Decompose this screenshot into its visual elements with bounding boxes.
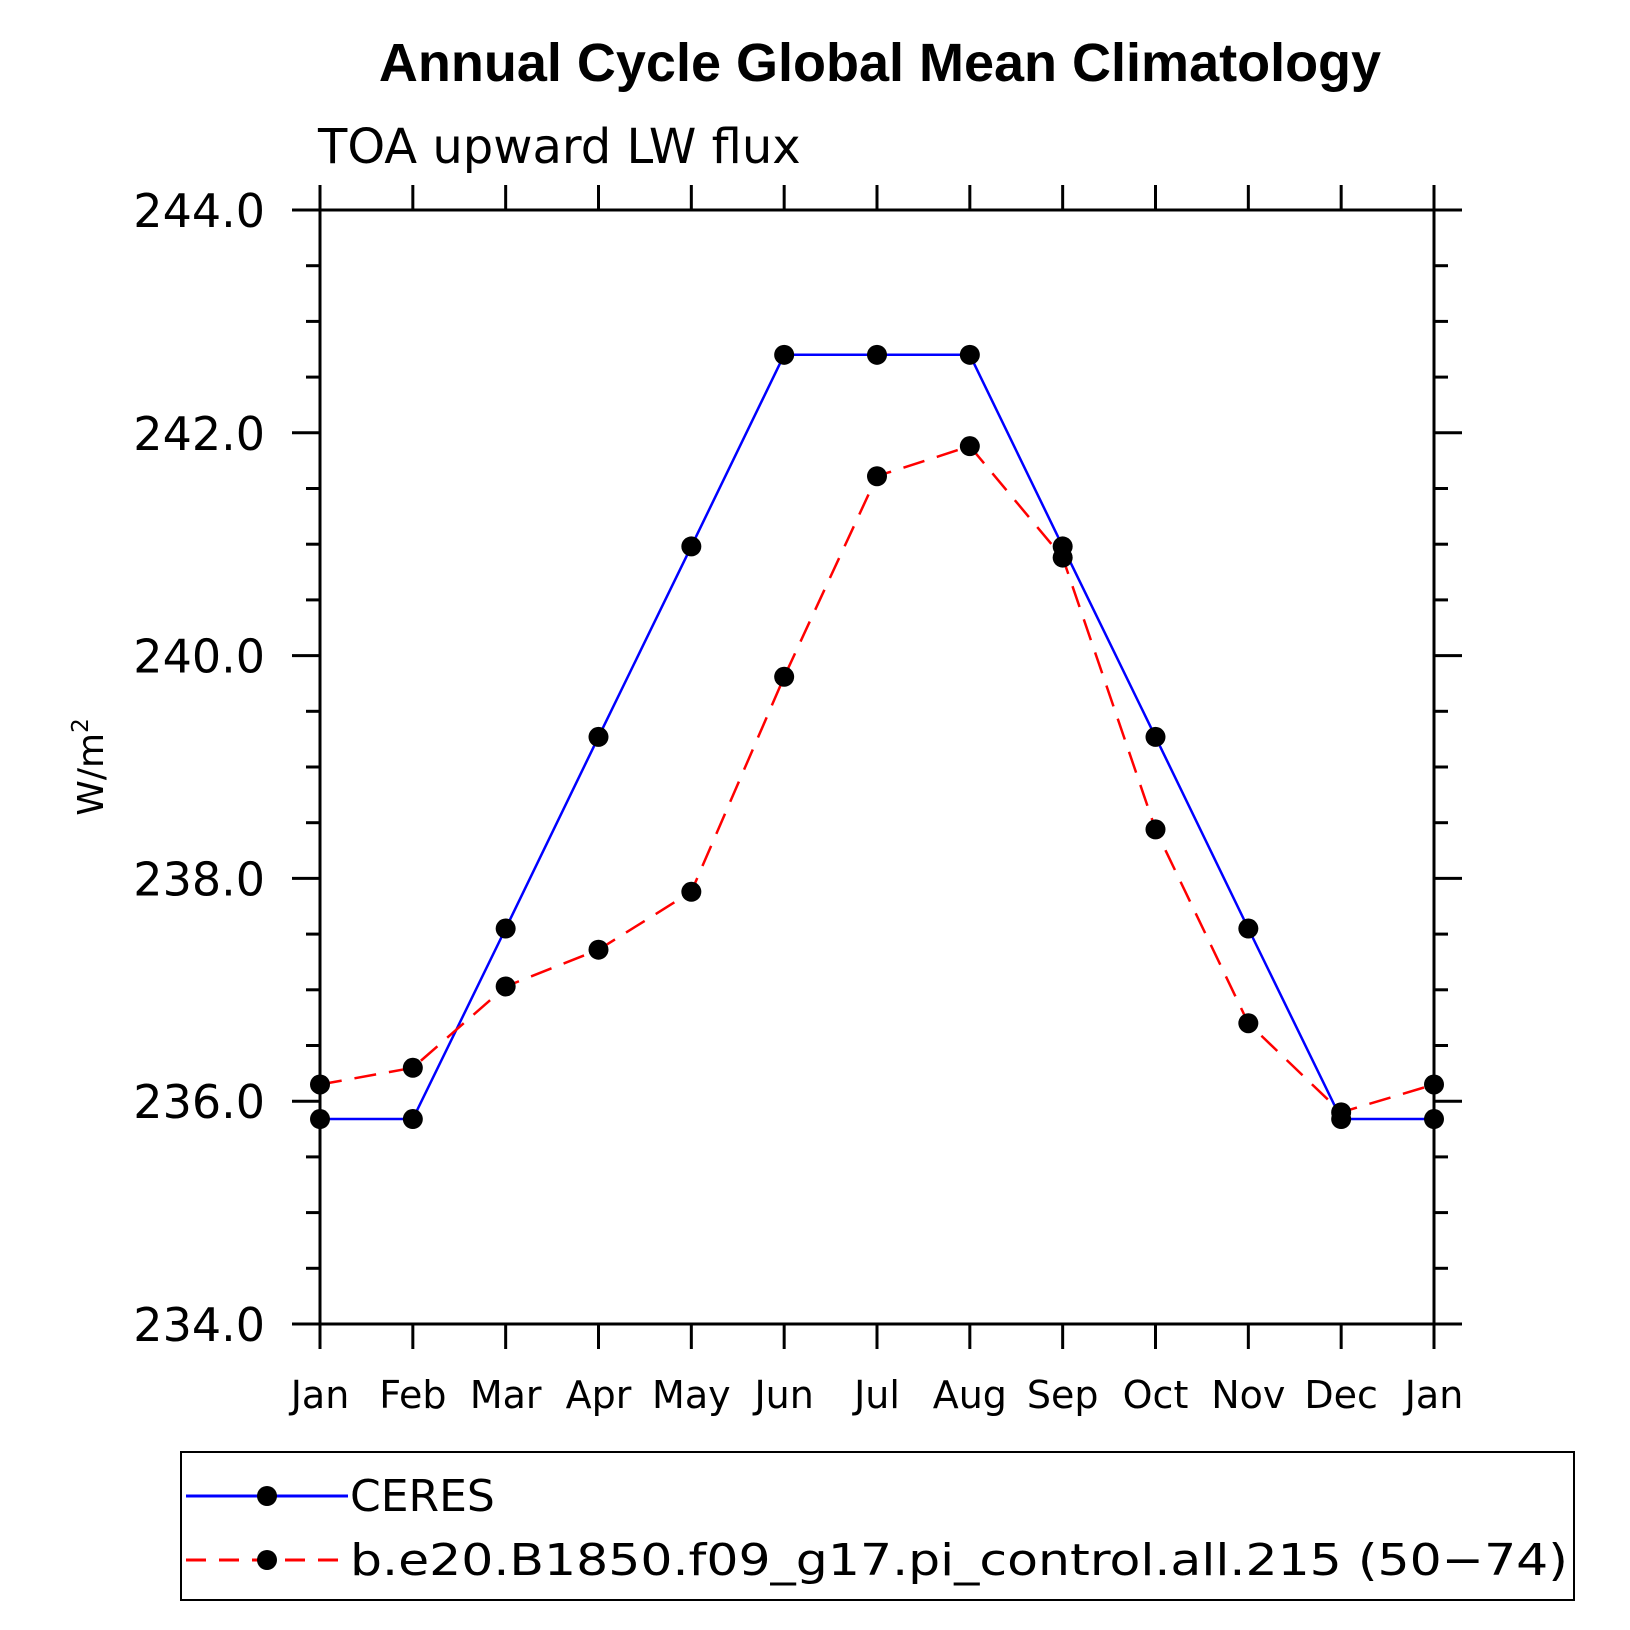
legend: CERES b.e20.B1850.f09_g17.pi_control.all… xyxy=(180,1451,1575,1601)
x-tick-label: Jul xyxy=(852,1373,900,1417)
y-tick-label: 234.0 xyxy=(133,1298,265,1352)
series-0-point xyxy=(959,344,980,365)
y-axis-label-base: W/m xyxy=(71,733,112,816)
x-tick-label: May xyxy=(652,1373,731,1417)
y-tick-labels: 234.0 236.0 238.0 240.0 242.0 244.0 xyxy=(133,184,265,1352)
series-0-point xyxy=(1424,1109,1444,1130)
series-0-point xyxy=(681,536,702,557)
series-1-point xyxy=(681,881,702,902)
x-tick-label: Dec xyxy=(1304,1373,1378,1417)
series-1-point xyxy=(495,976,516,997)
plot-frame xyxy=(318,208,1436,1326)
legend-label-ceres: CERES xyxy=(350,1471,495,1522)
x-tick-labels: Jan Feb Mar Apr May Jun Jul Aug Sep Oct Nov Dec Jan xyxy=(289,1373,1464,1417)
y-tick-label: 244.0 xyxy=(133,184,265,238)
chart-subtitle: TOA upward LW flux xyxy=(317,119,801,175)
y-tick-label: 240.0 xyxy=(133,630,265,684)
chart-title: Annual Cycle Global Mean Climatology xyxy=(379,33,1381,93)
series-0-point xyxy=(774,344,795,365)
x-tick-label: Apr xyxy=(566,1373,632,1417)
series-1-point xyxy=(1052,547,1073,568)
series-0-point xyxy=(402,1109,423,1130)
x-tick-label: Nov xyxy=(1211,1373,1285,1417)
series-1-point xyxy=(959,436,980,457)
series-1-point xyxy=(1145,819,1166,840)
legend-marker-ceres xyxy=(257,1486,277,1506)
x-tick-label: Sep xyxy=(1027,1373,1099,1417)
x-tick-label: Jan xyxy=(1403,1373,1464,1417)
x-tick-label: Mar xyxy=(470,1373,542,1417)
axis-ticks xyxy=(292,185,1462,1349)
x-tick-label: Jan xyxy=(289,1373,350,1417)
series-0-point xyxy=(867,344,887,365)
x-tick-label: Aug xyxy=(933,1373,1007,1417)
y-axis-label: W/m2 xyxy=(68,718,112,815)
x-tick-label: Feb xyxy=(379,1373,446,1417)
series-0-point xyxy=(588,726,609,747)
series-0-point xyxy=(1145,726,1166,747)
x-tick-label: Jun xyxy=(752,1373,813,1417)
series-0-point xyxy=(310,1109,330,1130)
series-1-point xyxy=(588,939,609,960)
x-tick-label: Oct xyxy=(1123,1373,1189,1417)
y-axis-label-superscript: 2 xyxy=(68,718,94,733)
series-line-1 xyxy=(319,444,1435,1114)
series-layer xyxy=(310,344,1444,1130)
legend-box xyxy=(180,1451,1575,1601)
legend-marker-model xyxy=(257,1550,277,1570)
series-0-point xyxy=(495,918,516,939)
series-1-point xyxy=(1238,1013,1259,1034)
series-1-point xyxy=(1331,1102,1352,1123)
y-tick-label: 242.0 xyxy=(133,407,265,461)
y-tick-label: 238.0 xyxy=(133,852,265,906)
series-1-point xyxy=(1424,1074,1444,1095)
y-tick-label: 236.0 xyxy=(133,1075,265,1129)
series-1-point xyxy=(402,1057,423,1078)
series-1-point xyxy=(867,466,887,487)
series-1-point xyxy=(774,666,795,687)
series-1-point xyxy=(310,1074,330,1095)
series-0-point xyxy=(1238,918,1259,939)
legend-label-model: b.e20.B1850.f09_g17.pi_control.all.215 (… xyxy=(350,1535,1568,1586)
